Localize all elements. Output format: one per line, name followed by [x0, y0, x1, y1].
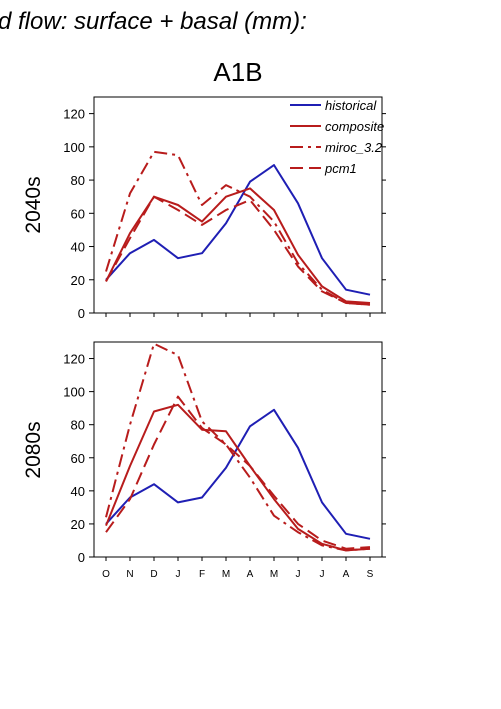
series-line-miroc-3-2: [105, 342, 371, 552]
legend-label: composite: [325, 119, 384, 134]
x-tick-label: D: [150, 569, 157, 580]
plot-frame: [93, 96, 383, 314]
y-axis-label: 2080s: [22, 421, 45, 478]
x-tick-label: J: [296, 569, 301, 580]
legend-label: miroc_3.2: [325, 140, 383, 155]
series-line-miroc-3-2: [105, 150, 371, 306]
x-tick-label: O: [102, 569, 110, 580]
x-tick-label: J: [176, 569, 181, 580]
x-tick-label: A: [247, 569, 254, 580]
series-line-pcm1: [105, 395, 371, 550]
panel-title: A1B: [213, 57, 262, 87]
chart-legend: historical composite miroc_3.2 pcm1: [290, 98, 384, 176]
series-line-historical: [105, 164, 371, 296]
y-tick-label: 40: [71, 240, 85, 255]
y-tick-label: 60: [71, 206, 85, 221]
figure-suptitle: d flow: surface + basal (mm):: [0, 8, 307, 35]
y-tick-label: 0: [78, 306, 85, 321]
x-tick-label: N: [126, 569, 133, 580]
x-tick-label: M: [222, 569, 230, 580]
y-tick-label: 120: [63, 107, 85, 122]
y-tick-label: 80: [71, 418, 85, 433]
chart-panels: 0 20 40 60 80 100 120 2040s historical composite m…: [22, 96, 386, 580]
y-tick-label: 80: [71, 173, 85, 188]
x-tick-label: J: [320, 569, 325, 580]
y-tick-label: 100: [63, 385, 85, 400]
x-tick-label: A: [343, 569, 350, 580]
legend-label: pcm1: [324, 161, 357, 176]
y-tick-label: 0: [78, 550, 85, 565]
series-line-composite: [105, 187, 371, 304]
y-tick-label: 20: [71, 517, 85, 532]
series-line-composite: [105, 403, 371, 552]
plot-frame: [93, 341, 383, 558]
y-tick-label: 100: [63, 140, 85, 155]
y-tick-label: 60: [71, 451, 85, 466]
x-tick-label: F: [199, 569, 205, 580]
x-tick-label: M: [270, 569, 278, 580]
legend-label: historical: [325, 98, 377, 113]
y-tick-label: 40: [71, 484, 85, 499]
chart-panel-2: 0 20 40 60 80 100 120 O N D J F M A M J J A S 2080s: [22, 341, 386, 580]
x-tick-label: S: [367, 569, 374, 580]
y-tick-label: 20: [71, 273, 85, 288]
chart-panel-1: 0 20 40 60 80 100 120 2040s historical composite m…: [22, 96, 386, 321]
y-axis-label: 2040s: [22, 176, 45, 233]
y-tick-label: 120: [63, 352, 85, 367]
series-line-pcm1: [105, 195, 371, 306]
